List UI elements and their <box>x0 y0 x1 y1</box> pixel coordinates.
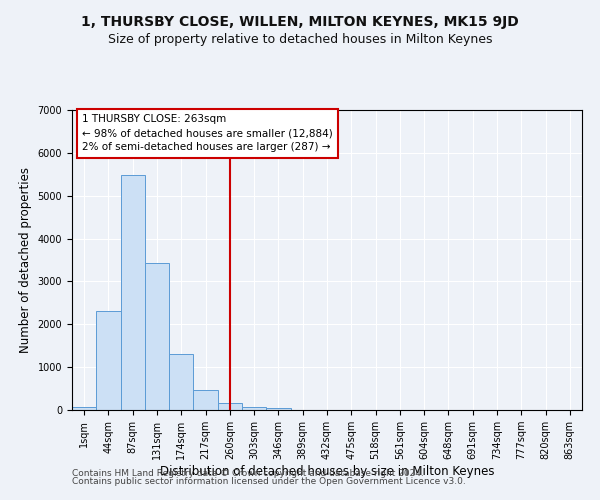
Bar <box>193 390 218 410</box>
Bar <box>96 312 121 410</box>
Bar <box>242 406 266 410</box>
Text: 1, THURSBY CLOSE, WILLEN, MILTON KEYNES, MK15 9JD: 1, THURSBY CLOSE, WILLEN, MILTON KEYNES,… <box>81 15 519 29</box>
Text: Contains HM Land Registry data © Crown copyright and database right 2024.: Contains HM Land Registry data © Crown c… <box>72 468 424 477</box>
Bar <box>266 408 290 410</box>
Text: Contains public sector information licensed under the Open Government Licence v3: Contains public sector information licen… <box>72 477 466 486</box>
Y-axis label: Number of detached properties: Number of detached properties <box>19 167 32 353</box>
Bar <box>72 407 96 410</box>
Bar <box>121 175 145 410</box>
Text: Size of property relative to detached houses in Milton Keynes: Size of property relative to detached ho… <box>108 32 492 46</box>
Bar <box>169 354 193 410</box>
Text: 1 THURSBY CLOSE: 263sqm
← 98% of detached houses are smaller (12,884)
2% of semi: 1 THURSBY CLOSE: 263sqm ← 98% of detache… <box>82 114 333 152</box>
X-axis label: Distribution of detached houses by size in Milton Keynes: Distribution of detached houses by size … <box>160 465 494 478</box>
Bar <box>218 404 242 410</box>
Bar <box>145 262 169 410</box>
